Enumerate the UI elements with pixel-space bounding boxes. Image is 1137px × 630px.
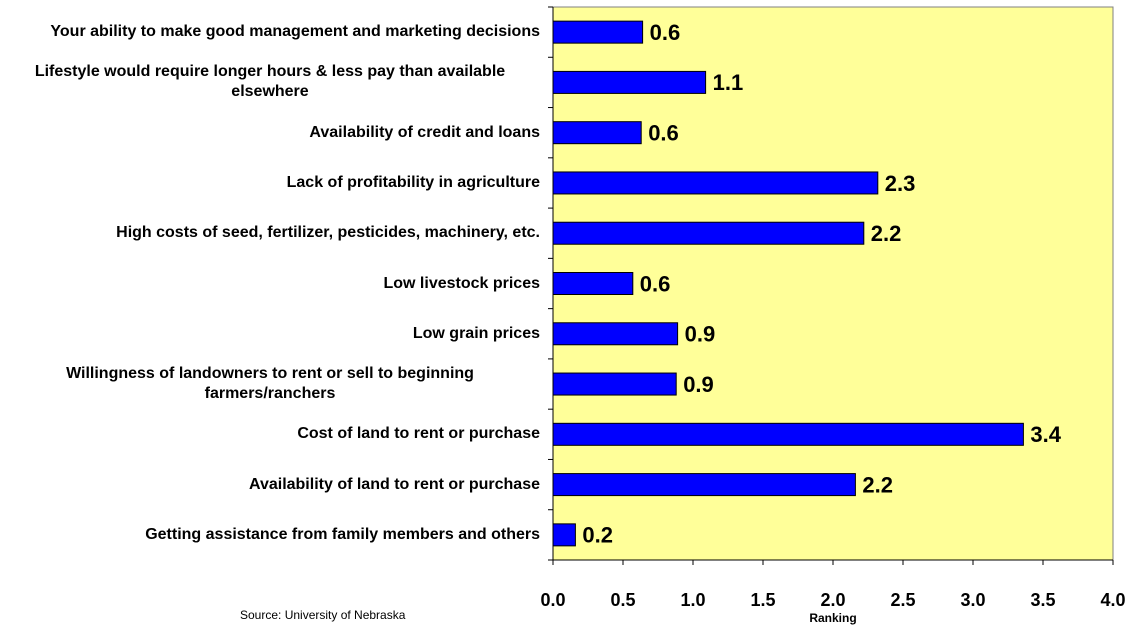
x-tick-label: 1.0 <box>680 590 705 610</box>
source: Source: University of Nebraska <box>240 608 406 622</box>
value-label: 0.9 <box>683 372 714 397</box>
y-tick-label: Getting assistance from family members a… <box>145 525 540 543</box>
value-label: 2.2 <box>862 472 893 497</box>
category-label-box: Willingness of landowners to rent or sel… <box>0 364 540 404</box>
x-tick-label: 1.5 <box>750 590 775 610</box>
y-tick-label: Your ability to make good management and… <box>50 23 540 41</box>
bar <box>552 121 642 145</box>
category-label-box: Availability of land to rent or purchase <box>0 475 540 495</box>
y-tick-label: Willingness of landowners to rent or sel… <box>66 365 474 403</box>
value-label: 0.9 <box>685 322 716 347</box>
x-tick-label: 4.0 <box>1100 590 1125 610</box>
x-tick-label: 2.0 <box>820 590 845 610</box>
value-label: 2.3 <box>885 171 916 196</box>
x-tick-label: 0.0 <box>540 590 565 610</box>
bar <box>552 70 707 94</box>
value-label: 0.2 <box>582 523 613 548</box>
bar <box>552 473 856 497</box>
y-tick-label: Availability of credit and loans <box>309 123 540 141</box>
y-tick-label: Low livestock prices <box>383 274 540 292</box>
category-label-box: Cost of land to rent or purchase <box>0 424 540 444</box>
bar <box>552 272 634 295</box>
x-tick-label: 2.5 <box>890 590 915 610</box>
y-tick-label: Availability of land to rent or purchase <box>248 475 540 493</box>
bar <box>552 20 644 44</box>
y-tick-label: Lack of profitability in agriculture <box>286 173 540 191</box>
category-label-box: Low livestock prices <box>0 274 540 294</box>
plot-area <box>552 6 1114 561</box>
y-tick-label: Cost of land to rent or purchase <box>297 425 540 443</box>
x-tick-label: 3.5 <box>1030 590 1055 610</box>
y-tick-label: High costs of seed, fertilizer, pesticid… <box>116 224 540 242</box>
value-label: 0.6 <box>640 271 671 296</box>
y-tick-label: Low grain prices <box>412 324 540 342</box>
bar <box>552 523 576 547</box>
value-label: 1.1 <box>713 70 744 95</box>
category-label-box: Low grain prices <box>0 324 540 344</box>
bar <box>552 322 679 346</box>
y-tick-label: Lifestyle would require longer hours & l… <box>34 63 506 101</box>
bar <box>552 372 677 396</box>
bar <box>552 171 879 195</box>
category-label-box: Your ability to make good management and… <box>0 22 540 42</box>
category-label-box: High costs of seed, fertilizer, pesticid… <box>0 223 540 243</box>
x-tick-label: 0.5 <box>610 590 635 610</box>
category-label-box: Availability of credit and loans <box>0 123 540 143</box>
x-axis-label: Ranking <box>809 611 856 625</box>
x-tick-label: 3.0 <box>960 590 985 610</box>
category-label-box: Getting assistance from family members a… <box>0 525 540 545</box>
value-label: 2.2 <box>871 221 902 246</box>
value-label: 0.6 <box>650 20 681 45</box>
value-label: 3.4 <box>1030 422 1061 447</box>
category-label-box: Lifestyle would require longer hours & l… <box>0 62 540 102</box>
bar <box>552 422 1024 446</box>
bar <box>552 221 865 245</box>
category-label-box: Lack of profitability in agriculture <box>0 173 540 193</box>
value-label: 0.6 <box>648 120 679 145</box>
